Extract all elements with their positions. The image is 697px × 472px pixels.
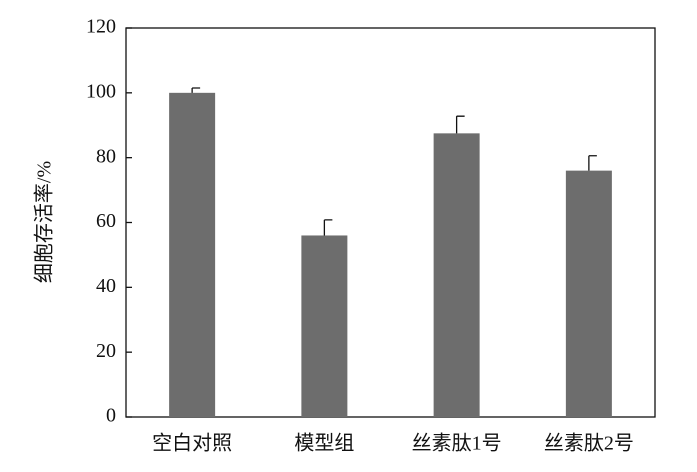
y-tick-label: 120 (86, 16, 116, 38)
bar (301, 235, 348, 417)
x-tick-label: 空白对照 (152, 432, 232, 455)
bar (433, 133, 480, 417)
bar (169, 92, 216, 417)
y-tick-label: 60 (96, 210, 116, 232)
y-tick-label: 40 (96, 275, 116, 297)
y-tick-label: 20 (96, 340, 116, 362)
y-axis-label: 细胞存活率/% (33, 161, 56, 283)
error-bar (191, 87, 201, 93)
x-tick-label: 模型组 (294, 432, 354, 455)
x-tick-label: 丝素肽1号 (412, 432, 502, 455)
error-bar (455, 115, 465, 134)
y-tick-label: 80 (96, 145, 116, 167)
error-bar (588, 155, 597, 171)
bar (565, 170, 612, 417)
error-bar (323, 219, 333, 236)
y-tick-label: 0 (106, 405, 116, 427)
x-tick-label: 丝素肽2号 (544, 432, 634, 455)
y-tick-label: 100 (86, 80, 116, 102)
